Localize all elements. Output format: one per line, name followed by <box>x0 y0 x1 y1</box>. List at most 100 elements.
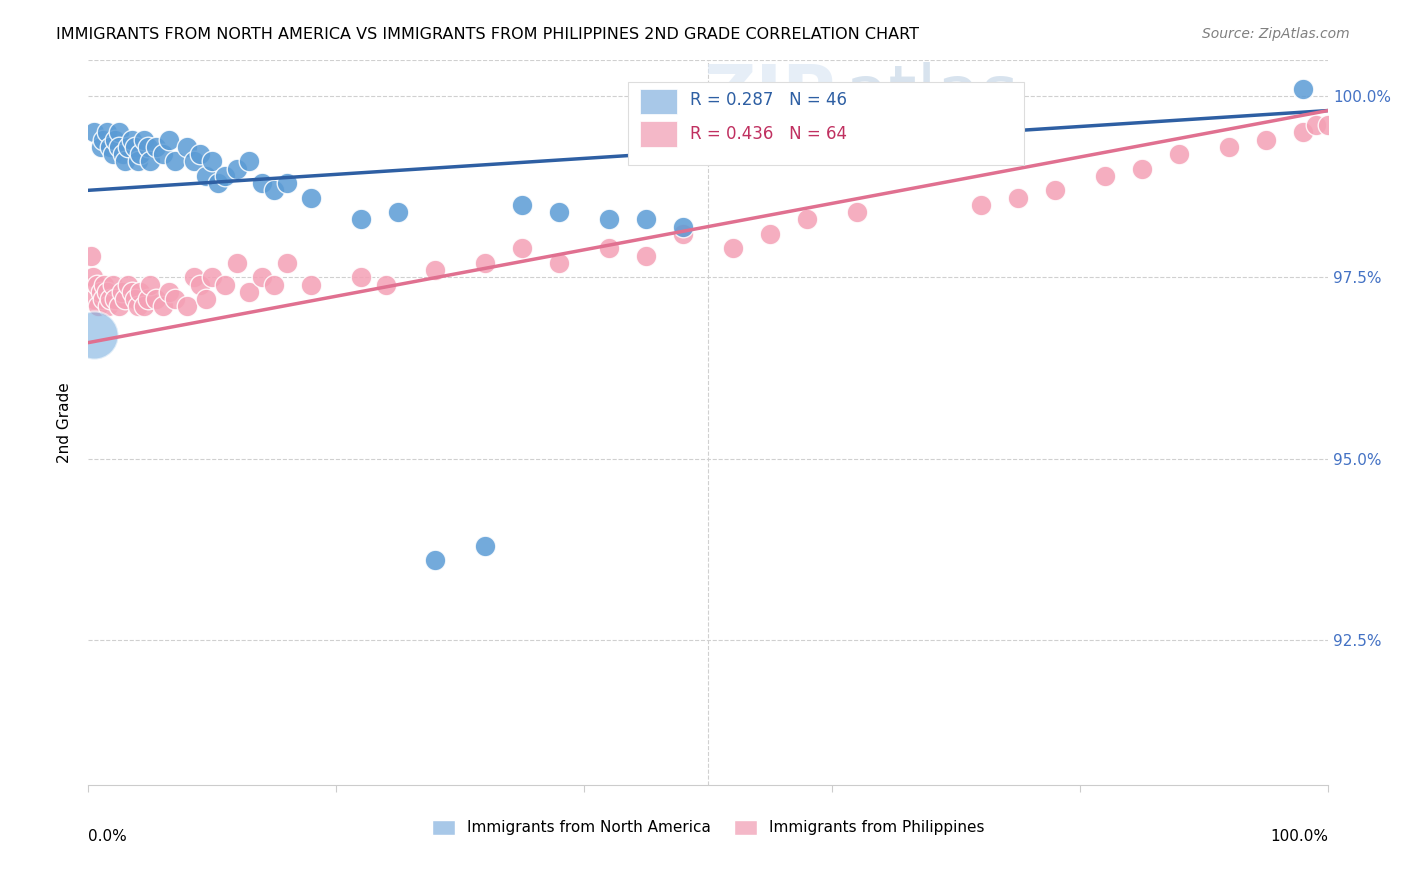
Point <box>207 176 229 190</box>
Point <box>111 147 134 161</box>
Text: R = 0.436   N = 64: R = 0.436 N = 64 <box>689 125 846 143</box>
Bar <box>640 121 678 147</box>
Point <box>117 140 139 154</box>
Point <box>636 212 658 227</box>
Point <box>194 169 217 183</box>
Point <box>183 154 205 169</box>
Point <box>129 147 152 161</box>
Point <box>101 277 124 292</box>
Point <box>1292 82 1315 96</box>
Point <box>127 299 149 313</box>
Point <box>121 132 143 146</box>
Point <box>299 190 322 204</box>
Point <box>276 256 298 270</box>
Point <box>238 154 260 169</box>
Point <box>474 539 496 553</box>
Point <box>90 285 112 299</box>
Point <box>145 292 167 306</box>
Point <box>108 299 131 313</box>
Point <box>117 277 139 292</box>
Point <box>176 299 198 313</box>
Point <box>598 241 620 255</box>
Point <box>188 277 211 292</box>
Point <box>82 270 104 285</box>
Point <box>201 270 224 285</box>
Text: 100.0%: 100.0% <box>1270 829 1329 844</box>
Point <box>132 132 155 146</box>
Point <box>79 249 101 263</box>
Point <box>96 125 118 139</box>
Point <box>83 125 105 139</box>
Point <box>845 205 868 219</box>
Point <box>387 205 409 219</box>
Point <box>121 285 143 299</box>
Point <box>1094 169 1116 183</box>
Point <box>87 299 110 313</box>
Point <box>90 140 112 154</box>
Point <box>250 176 273 190</box>
Point <box>299 277 322 292</box>
Legend: Immigrants from North America, Immigrants from Philippines: Immigrants from North America, Immigrant… <box>432 820 984 836</box>
Point <box>214 277 236 292</box>
Point <box>759 227 782 241</box>
Point <box>350 212 373 227</box>
Point <box>1292 125 1315 139</box>
Point <box>276 176 298 190</box>
Point <box>163 292 186 306</box>
Point <box>91 132 114 146</box>
Point <box>194 292 217 306</box>
Text: R = 0.287   N = 46: R = 0.287 N = 46 <box>689 91 846 109</box>
Point <box>108 140 131 154</box>
Point <box>970 198 993 212</box>
Point <box>1218 140 1240 154</box>
FancyBboxPatch shape <box>627 81 1025 165</box>
Point <box>721 241 744 255</box>
Point <box>474 256 496 270</box>
Text: IMMIGRANTS FROM NORTH AMERICA VS IMMIGRANTS FROM PHILIPPINES 2ND GRADE CORRELATI: IMMIGRANTS FROM NORTH AMERICA VS IMMIGRA… <box>56 27 920 42</box>
Point <box>101 147 124 161</box>
Point <box>176 140 198 154</box>
Point <box>136 140 159 154</box>
Point <box>263 277 285 292</box>
Point <box>214 169 236 183</box>
Point <box>129 285 152 299</box>
Point <box>1317 118 1340 132</box>
Point <box>104 132 127 146</box>
Point <box>132 299 155 313</box>
Point <box>548 205 571 219</box>
Point <box>226 161 249 176</box>
Point <box>263 183 285 197</box>
Point <box>152 299 174 313</box>
Point <box>510 198 533 212</box>
Bar <box>640 89 678 114</box>
Point <box>1168 147 1191 161</box>
Point <box>86 277 108 292</box>
Point <box>425 553 447 567</box>
Point <box>636 249 658 263</box>
Point <box>425 263 447 277</box>
Point <box>157 285 180 299</box>
Y-axis label: 2nd Grade: 2nd Grade <box>58 382 72 463</box>
Point <box>201 154 224 169</box>
Point <box>1305 118 1327 132</box>
Point <box>83 292 105 306</box>
Point <box>672 219 695 234</box>
Point <box>157 132 180 146</box>
Text: atlas: atlas <box>844 62 1018 130</box>
Point <box>111 285 134 299</box>
Point <box>97 299 120 313</box>
Point <box>1045 183 1067 197</box>
Point <box>1007 190 1029 204</box>
Point <box>672 227 695 241</box>
Point <box>374 277 396 292</box>
Point <box>127 154 149 169</box>
Point <box>93 277 115 292</box>
Point <box>250 270 273 285</box>
Point <box>1256 132 1278 146</box>
Point <box>145 140 167 154</box>
Point <box>124 140 146 154</box>
Point <box>114 154 136 169</box>
Point <box>1130 161 1153 176</box>
Point <box>152 147 174 161</box>
Point <box>124 292 146 306</box>
